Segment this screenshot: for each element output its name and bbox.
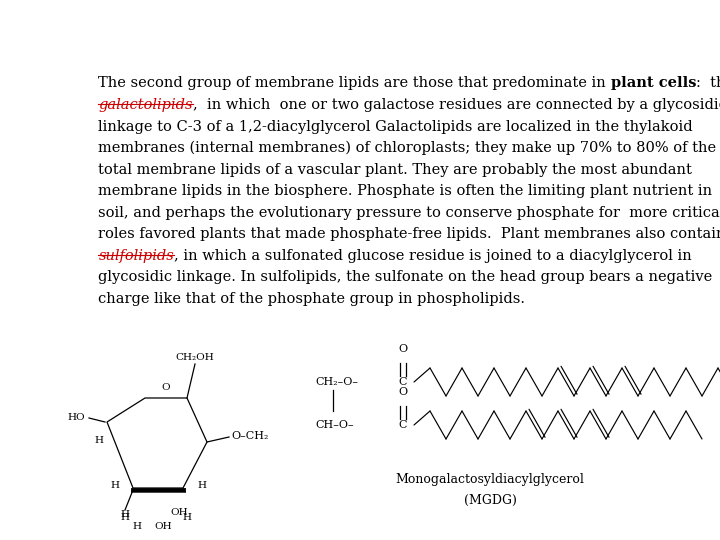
Text: membranes (internal membranes) of chloroplasts; they make up 70% to 80% of the: membranes (internal membranes) of chloro… [99, 141, 716, 156]
Text: C: C [399, 377, 408, 387]
Text: HO: HO [68, 414, 85, 422]
Text: C: C [399, 420, 408, 430]
Text: galactolipids: galactolipids [99, 98, 193, 112]
Text: charge like that of the phosphate group in phospholipids.: charge like that of the phosphate group … [99, 292, 526, 306]
Text: glycosidic linkage. In sulfolipids, the sulfonate on the head group bears a nega: glycosidic linkage. In sulfolipids, the … [99, 271, 713, 284]
Text: total membrane lipids of a vascular plant. They are probably the most abundant: total membrane lipids of a vascular plan… [99, 163, 692, 177]
Text: O: O [398, 387, 408, 397]
Text: OH: OH [154, 522, 172, 531]
Text: O: O [162, 383, 171, 392]
Text: O: O [398, 344, 408, 354]
Text: CH₂–O–: CH₂–O– [315, 377, 358, 387]
Text: CH₂OH: CH₂OH [176, 353, 215, 362]
Text: Monogalactosyldiacylglycerol: Monogalactosyldiacylglycerol [395, 474, 585, 487]
Text: CH–O–: CH–O– [315, 420, 354, 430]
Text: H: H [94, 436, 104, 445]
Text: , in which a sulfonated glucose residue is joined to a diacylglycerol in: , in which a sulfonated glucose residue … [174, 249, 692, 263]
Text: soil, and perhaps the evolutionary pressure to conserve phosphate for  more crit: soil, and perhaps the evolutionary press… [99, 206, 720, 220]
Text: ,  in which  one or two galactose residues are connected by a glycosidic: , in which one or two galactose residues… [193, 98, 720, 112]
Text: H: H [132, 522, 142, 531]
Text: roles favored plants that made phosphate-free lipids.  Plant membranes also cont: roles favored plants that made phosphate… [99, 227, 720, 241]
Text: H: H [120, 510, 130, 519]
Text: H: H [110, 482, 119, 490]
Text: sulfolipids: sulfolipids [99, 249, 174, 263]
Text: OH: OH [170, 508, 188, 517]
Text: The second group of membrane lipids are those that predominate in: The second group of membrane lipids are … [99, 77, 611, 90]
Text: H: H [182, 513, 192, 522]
Text: (MGDG): (MGDG) [464, 494, 516, 507]
Text: H: H [120, 513, 130, 522]
Text: H: H [197, 482, 206, 490]
Text: membrane lipids in the biosphere. Phosphate is often the limiting plant nutrient: membrane lipids in the biosphere. Phosph… [99, 184, 713, 198]
Text: linkage to C-3 of a 1,2-diacylglycerol Galactolipids are localized in the thylak: linkage to C-3 of a 1,2-diacylglycerol G… [99, 119, 693, 133]
Text: O–CH₂: O–CH₂ [231, 431, 269, 441]
Text: :  the: : the [696, 77, 720, 90]
Text: plant cells: plant cells [611, 77, 696, 90]
